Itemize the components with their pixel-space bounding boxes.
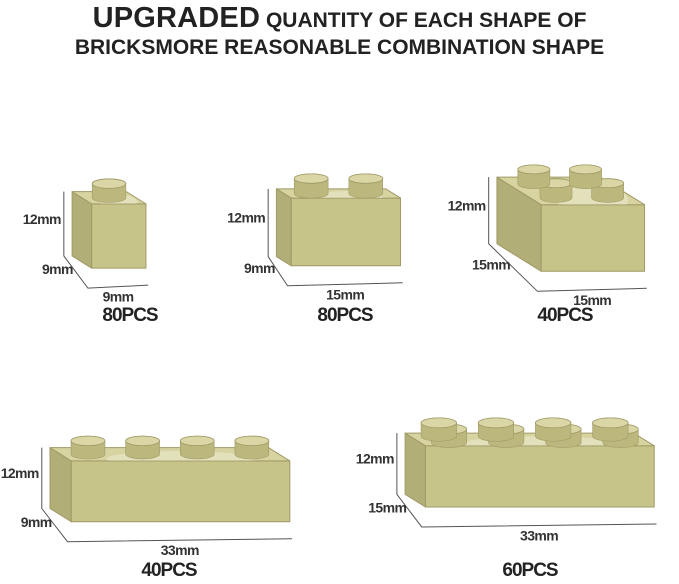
svg-text:12mm: 12mm bbox=[23, 211, 61, 227]
svg-text:15mm: 15mm bbox=[472, 257, 510, 273]
svg-text:9mm: 9mm bbox=[42, 261, 73, 277]
svg-text:40PCS: 40PCS bbox=[537, 305, 593, 326]
svg-text:80PCS: 80PCS bbox=[317, 305, 373, 326]
svg-text:12mm: 12mm bbox=[356, 451, 394, 467]
svg-text:9mm: 9mm bbox=[244, 260, 275, 276]
svg-text:15mm: 15mm bbox=[326, 286, 364, 302]
svg-text:60PCS: 60PCS bbox=[502, 560, 558, 581]
svg-text:12mm: 12mm bbox=[448, 197, 486, 213]
svg-text:15mm: 15mm bbox=[368, 500, 406, 516]
svg-text:9mm: 9mm bbox=[21, 514, 52, 530]
svg-text:12mm: 12mm bbox=[227, 210, 265, 226]
svg-text:33mm: 33mm bbox=[161, 542, 199, 558]
svg-text:9mm: 9mm bbox=[103, 289, 134, 305]
svg-text:12mm: 12mm bbox=[1, 465, 39, 481]
svg-text:33mm: 33mm bbox=[520, 527, 558, 543]
svg-text:80PCS: 80PCS bbox=[102, 305, 158, 326]
svg-text:40PCS: 40PCS bbox=[141, 560, 197, 581]
